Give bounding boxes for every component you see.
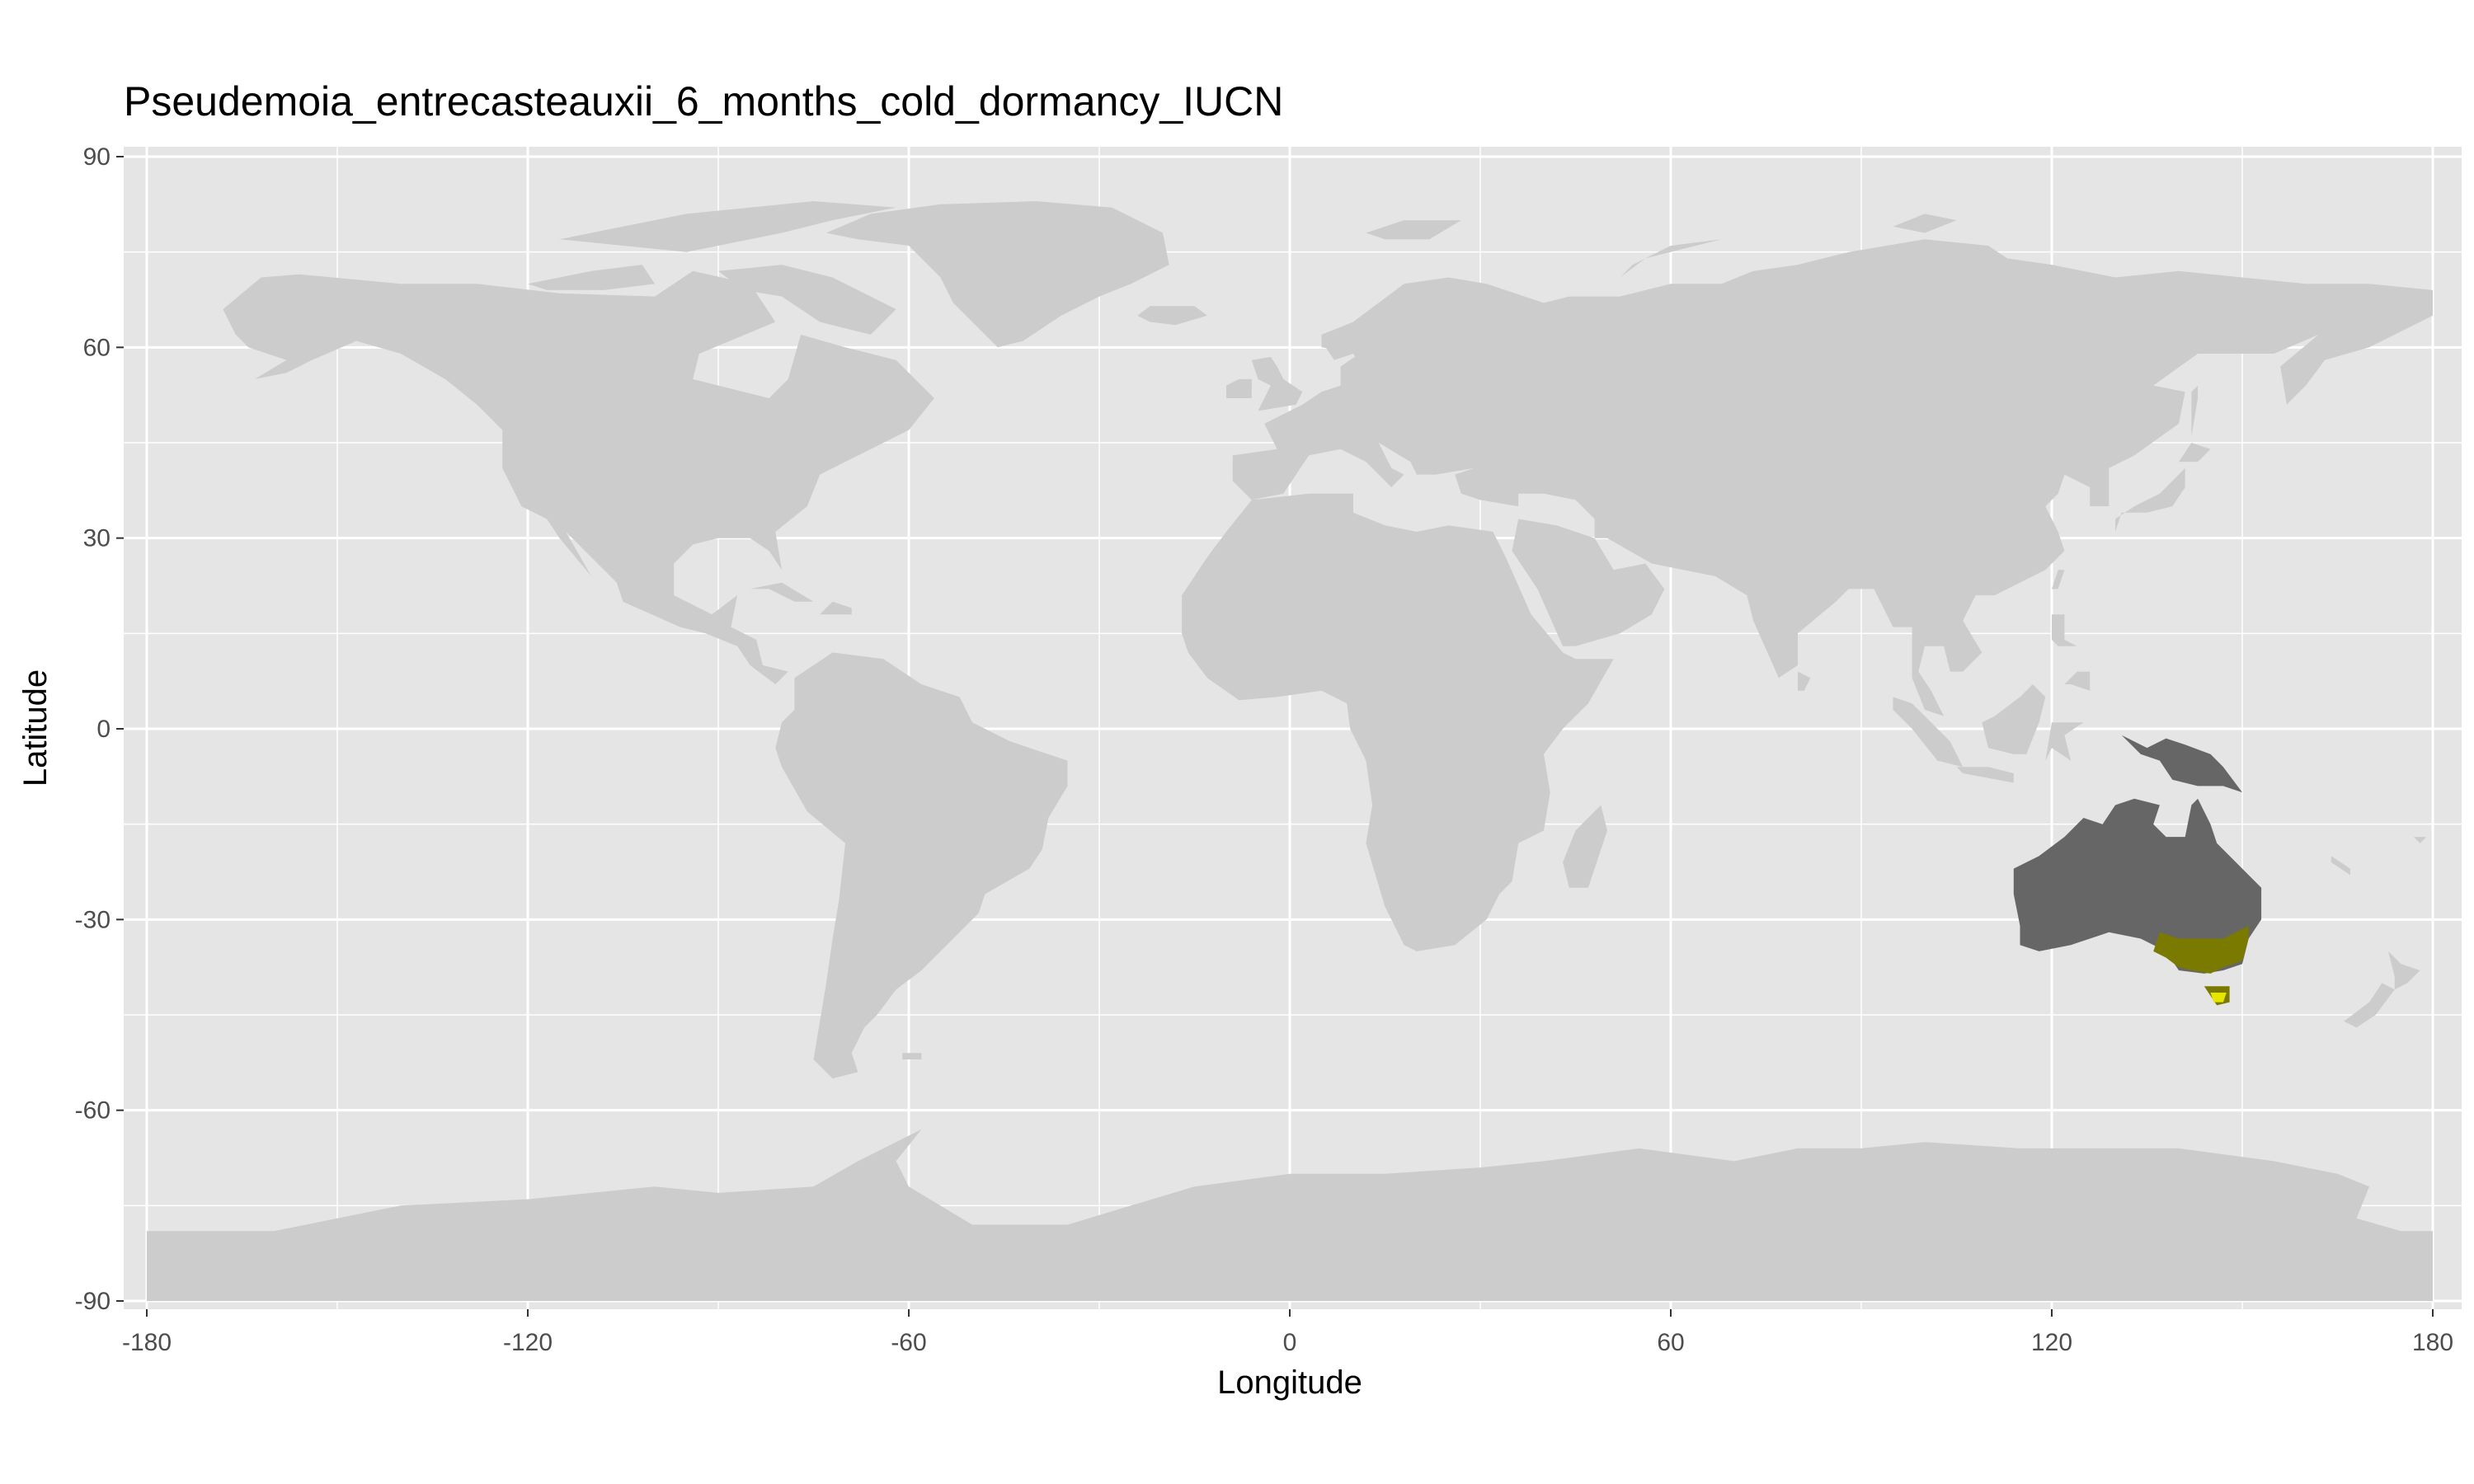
land-antarctica (147, 1129, 2433, 1301)
land-hispaniola (820, 601, 852, 615)
land-scandinavia-north (1321, 280, 1487, 373)
land-philippines-luzon (2052, 614, 2077, 646)
land-ireland (1226, 378, 1252, 398)
land-madagascar (1563, 805, 1607, 888)
y-tick-labels: 90 60 30 0 -30 -60 -90 (75, 143, 111, 1315)
land-baffin-island (718, 265, 896, 335)
x-tick-label: -60 (891, 1329, 926, 1356)
land-arctic-islands-west (528, 201, 896, 252)
land-arabia (1512, 519, 1665, 646)
land-africa (1182, 493, 1614, 951)
australia-mainland (2013, 798, 2262, 974)
x-tick-label: 180 (2412, 1329, 2453, 1356)
axis-ticks (116, 156, 2434, 1317)
y-tick-label: 90 (83, 143, 111, 171)
x-tick-label: 0 (1283, 1329, 1297, 1356)
land-philippines-mindanao (2064, 671, 2091, 691)
land-cuba (750, 582, 814, 602)
x-tick-label: -180 (122, 1329, 172, 1356)
land-sumatra (1893, 697, 1964, 768)
x-tick-label: 120 (2031, 1329, 2072, 1356)
land-java (1956, 767, 2014, 783)
chart-title: Pseudemoia_entrecasteauxii_6_months_cold… (124, 78, 1283, 124)
land-victoria-island (528, 265, 655, 290)
land-tasman-north-island (2382, 945, 2420, 990)
y-tick-label: 30 (83, 525, 111, 552)
land-south-america (775, 652, 1068, 1079)
land-borneo (1982, 684, 2046, 754)
x-tick-label: 60 (1657, 1329, 1684, 1356)
y-tick-label: 0 (96, 716, 111, 743)
x-axis-title: Longitude (1217, 1364, 1362, 1401)
y-tick-label: -60 (75, 1097, 111, 1125)
land-north-america (223, 270, 934, 684)
land-eurasia (1232, 239, 2433, 716)
land-great-britain (1251, 356, 1303, 411)
y-tick-label: -30 (75, 906, 111, 933)
land-novaya-zemlya (1620, 239, 1722, 278)
land-falklands (902, 1053, 922, 1059)
species-range (2153, 926, 2249, 1006)
land-layer (147, 201, 2433, 1301)
land-svalbard (1366, 220, 1461, 240)
y-tick-label: 60 (83, 334, 111, 361)
x-tick-labels: -180 -120 -60 0 60 120 180 (122, 1329, 2453, 1356)
y-tick-label: -90 (75, 1288, 111, 1315)
land-tasman-south-island (2344, 983, 2395, 1028)
land-iceland (1137, 306, 1207, 326)
range-core-tasmania (2210, 993, 2227, 1003)
land-greenland (825, 201, 1169, 348)
land-sulawesi (2045, 722, 2084, 761)
land-fiji (2413, 837, 2427, 843)
new-guinea (2121, 735, 2242, 793)
land-taiwan (2052, 570, 2065, 589)
land-hokkaido (2179, 443, 2211, 463)
australia-region (2013, 735, 2262, 974)
land-severnaya (1893, 214, 1957, 233)
y-axis-title: Latitude (17, 669, 54, 787)
land-new-caledonia (2331, 856, 2350, 876)
land-sakhalin (2191, 385, 2199, 437)
range-southeast-australia (2153, 926, 2249, 974)
land-japan (2115, 467, 2185, 532)
x-tick-label: -120 (503, 1329, 553, 1356)
land-sri-lanka (1798, 671, 1811, 691)
